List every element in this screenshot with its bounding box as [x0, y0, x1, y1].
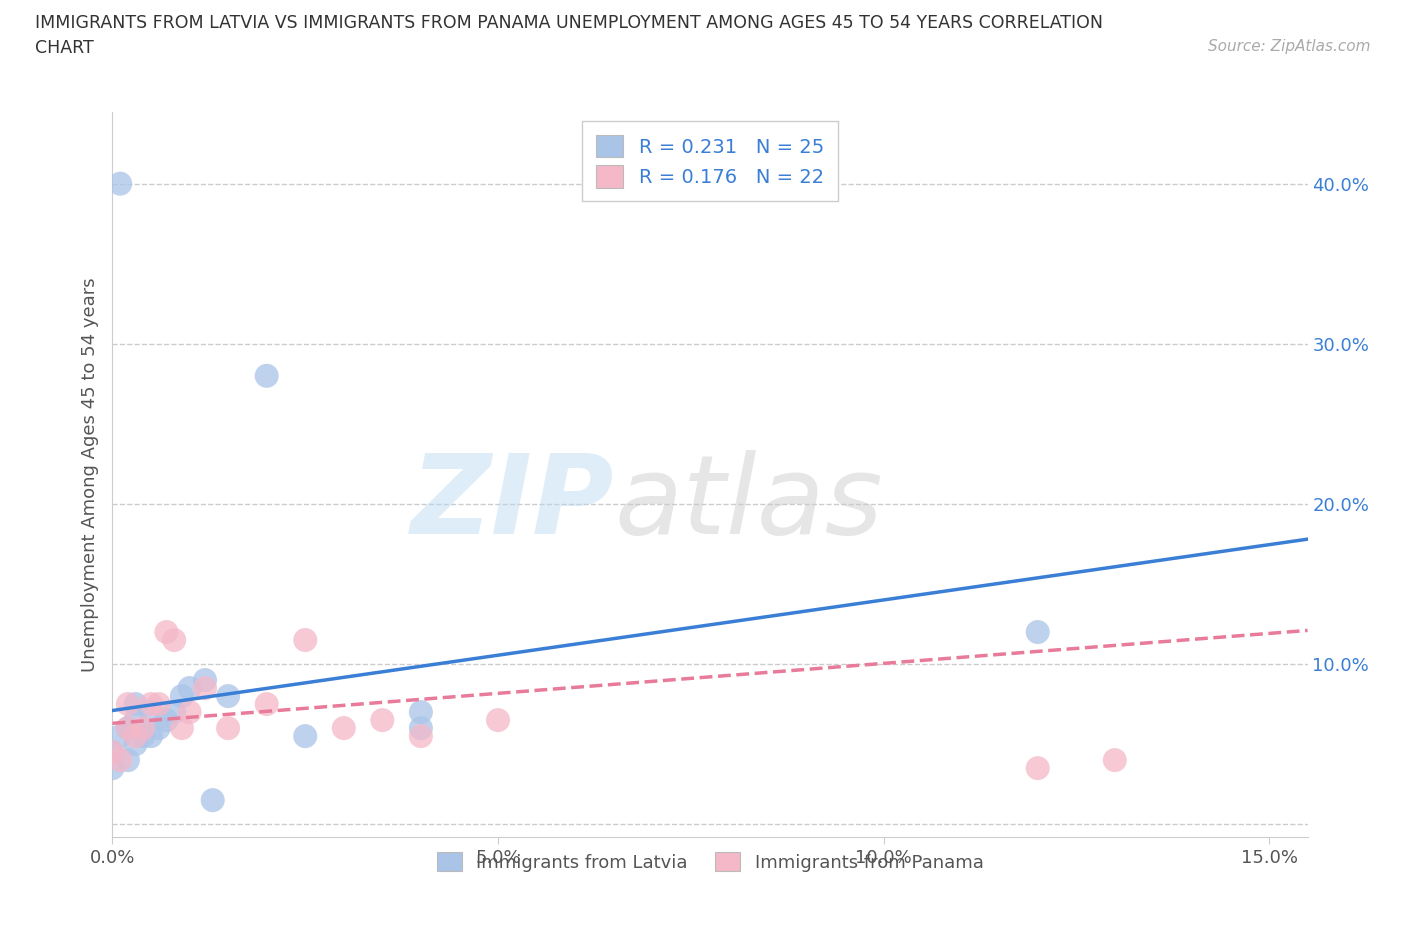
Point	[194, 681, 217, 696]
Point	[108, 752, 131, 767]
Point	[117, 721, 139, 736]
Point	[1026, 625, 1049, 640]
Point	[101, 745, 124, 760]
Point	[217, 688, 239, 703]
Point	[101, 761, 124, 776]
Point	[139, 705, 162, 720]
Point	[132, 729, 155, 744]
Point	[194, 672, 217, 687]
Text: IMMIGRANTS FROM LATVIA VS IMMIGRANTS FROM PANAMA UNEMPLOYMENT AMONG AGES 45 TO 5: IMMIGRANTS FROM LATVIA VS IMMIGRANTS FRO…	[35, 14, 1104, 32]
Point	[179, 705, 201, 720]
Point	[117, 697, 139, 711]
Point	[124, 697, 146, 711]
Point	[409, 705, 432, 720]
Point	[486, 712, 509, 727]
Point	[1104, 752, 1126, 767]
Point	[124, 712, 146, 727]
Point	[139, 697, 162, 711]
Y-axis label: Unemployment Among Ages 45 to 54 years: Unemployment Among Ages 45 to 54 years	[80, 277, 98, 671]
Point	[256, 697, 278, 711]
Text: atlas: atlas	[614, 450, 883, 557]
Point	[148, 697, 170, 711]
Point	[333, 721, 356, 736]
Point	[217, 721, 239, 736]
Point	[163, 632, 186, 647]
Point	[101, 745, 124, 760]
Point	[117, 721, 139, 736]
Point	[179, 681, 201, 696]
Point	[132, 721, 155, 736]
Legend: Immigrants from Latvia, Immigrants from Panama: Immigrants from Latvia, Immigrants from …	[429, 845, 991, 879]
Text: Source: ZipAtlas.com: Source: ZipAtlas.com	[1208, 39, 1371, 54]
Text: ZIP: ZIP	[411, 450, 614, 557]
Point	[294, 729, 316, 744]
Point	[371, 712, 394, 727]
Text: CHART: CHART	[35, 39, 94, 57]
Point	[124, 737, 146, 751]
Point	[294, 632, 316, 647]
Point	[163, 705, 186, 720]
Point	[108, 176, 131, 191]
Point	[124, 729, 146, 744]
Point	[117, 752, 139, 767]
Point	[148, 721, 170, 736]
Point	[201, 792, 224, 807]
Point	[409, 721, 432, 736]
Point	[256, 368, 278, 383]
Point	[170, 721, 193, 736]
Point	[1026, 761, 1049, 776]
Point	[108, 729, 131, 744]
Point	[170, 688, 193, 703]
Point	[409, 729, 432, 744]
Point	[155, 625, 177, 640]
Point	[139, 729, 162, 744]
Point	[155, 712, 177, 727]
